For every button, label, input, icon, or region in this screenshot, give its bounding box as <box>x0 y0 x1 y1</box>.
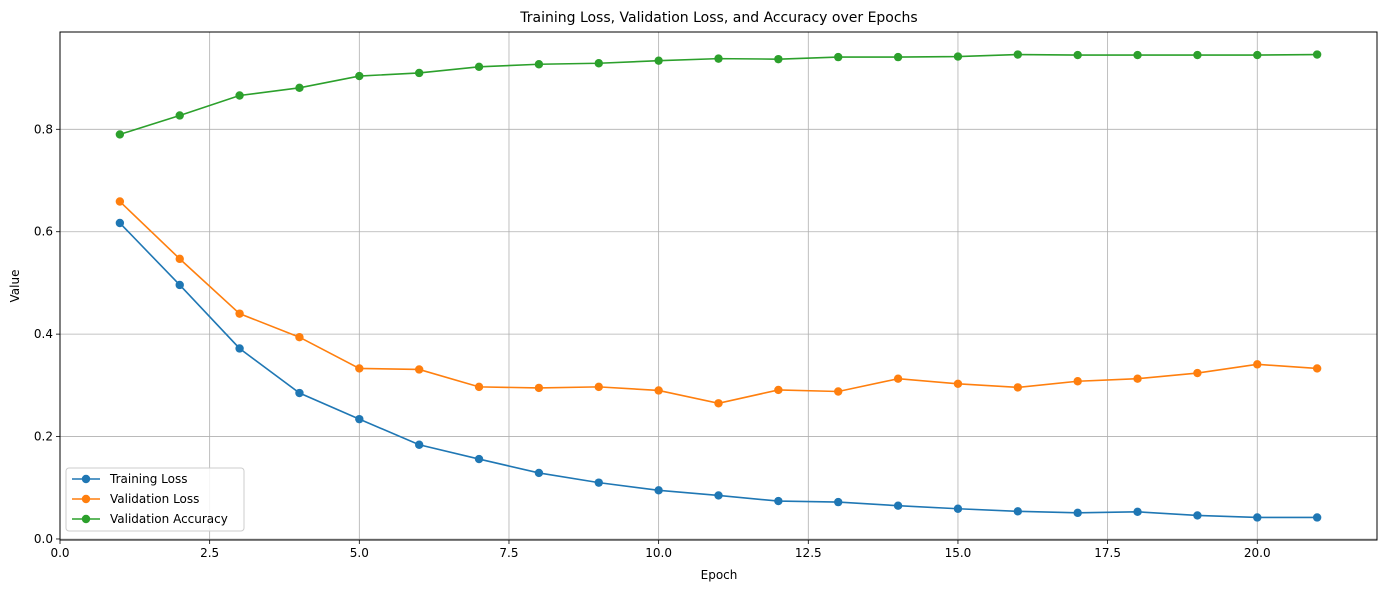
data-point-validation-accuracy <box>115 130 125 139</box>
data-point-validation-loss <box>474 382 484 392</box>
x-tick-label: 7.5 <box>499 546 518 560</box>
data-point-validation-loss <box>414 365 424 374</box>
data-point-validation-accuracy <box>1013 50 1023 59</box>
data-point-training-loss <box>834 497 843 507</box>
x-tick-label: 0.0 <box>50 546 69 560</box>
data-point-validation-loss <box>1193 368 1202 378</box>
data-point-validation-accuracy <box>1133 50 1142 60</box>
y-axis-label: Value <box>8 270 22 303</box>
legend-marker-validation-loss <box>81 494 91 504</box>
data-point-training-loss <box>1312 513 1322 522</box>
x-tick-label: 17.5 <box>1094 546 1121 560</box>
data-point-validation-loss <box>1073 377 1082 386</box>
series-line-training-loss <box>119 222 1318 519</box>
data-point-validation-loss <box>953 379 963 389</box>
data-point-training-loss <box>235 344 244 353</box>
y-tick-label: 0.4 <box>34 327 53 341</box>
data-point-validation-accuracy <box>1193 50 1202 60</box>
data-point-validation-accuracy <box>774 54 783 64</box>
legend-label-validation-loss: Validation Loss <box>110 492 199 506</box>
data-point-training-loss <box>654 486 663 495</box>
series-line-validation-accuracy <box>119 53 1318 136</box>
data-point-validation-accuracy <box>414 68 424 78</box>
data-point-training-loss <box>414 440 424 449</box>
data-point-training-loss <box>774 496 783 506</box>
data-point-validation-accuracy <box>654 56 663 65</box>
data-point-validation-accuracy <box>893 52 903 62</box>
chart-title: Training Loss, Validation Loss, and Accu… <box>519 10 917 26</box>
x-tick-label: 10.0 <box>645 546 672 560</box>
data-point-validation-loss <box>1133 374 1142 383</box>
legend-marker-training-loss <box>81 474 91 484</box>
data-point-training-loss <box>355 414 364 424</box>
legend-marker-validation-accuracy <box>81 514 91 524</box>
data-point-validation-accuracy <box>295 83 304 93</box>
data-point-training-loss <box>474 454 484 464</box>
legend-label-validation-accuracy: Validation Accuracy <box>110 512 228 526</box>
data-point-validation-accuracy <box>175 111 184 120</box>
x-tick-label: 5.0 <box>350 546 369 560</box>
data-point-training-loss <box>594 478 603 487</box>
data-point-validation-accuracy <box>834 52 843 62</box>
data-point-validation-loss <box>1013 383 1023 392</box>
legend-box <box>65 467 245 532</box>
series-training-loss <box>115 218 1322 522</box>
grid <box>59 32 1377 540</box>
data-point-training-loss <box>534 468 544 478</box>
data-point-training-loss <box>893 501 903 510</box>
data-point-validation-loss <box>534 383 544 393</box>
data-point-validation-accuracy <box>953 52 963 61</box>
ticks: 0.0 2.5 5.0 7.5 10.0 12.5 15.0 17.5 20.0 0.0 0.2 0.… <box>34 122 1271 560</box>
data-point-validation-accuracy <box>594 59 603 68</box>
data-point-validation-loss <box>714 399 723 408</box>
y-tick-label: 0.6 <box>34 225 53 239</box>
data-point-validation-loss <box>834 387 843 396</box>
data-point-validation-loss <box>654 386 663 395</box>
data-point-validation-accuracy <box>1312 50 1322 59</box>
x-axis-label: Epoch <box>701 568 738 582</box>
x-tick-label: 12.5 <box>795 546 822 560</box>
y-tick-label: 0.8 <box>34 122 53 136</box>
data-point-validation-accuracy <box>235 91 244 100</box>
data-point-validation-accuracy <box>1073 50 1082 60</box>
data-point-validation-loss <box>594 382 603 392</box>
data-point-validation-loss <box>1312 364 1322 373</box>
data-point-training-loss <box>1133 507 1142 517</box>
x-tick-label: 2.5 <box>200 546 219 560</box>
data-point-validation-loss <box>1253 360 1262 369</box>
data-point-validation-loss <box>235 309 244 318</box>
data-point-training-loss <box>1253 513 1262 522</box>
data-point-validation-loss <box>774 385 783 395</box>
x-tick-label: 15.0 <box>945 546 972 560</box>
legend: Training Loss Validation Loss Validation A… <box>65 467 245 532</box>
data-point-validation-accuracy <box>714 54 723 63</box>
data-point-training-loss <box>1073 508 1082 518</box>
data-point-validation-loss <box>893 374 903 383</box>
data-point-training-loss <box>295 388 304 398</box>
data-point-validation-loss <box>355 364 364 373</box>
data-point-validation-accuracy <box>474 62 484 72</box>
data-point-validation-accuracy <box>355 71 364 81</box>
data-point-validation-accuracy <box>534 60 544 69</box>
data-point-validation-loss <box>175 254 184 264</box>
series-validation-accuracy <box>115 50 1322 139</box>
series-validation-loss <box>115 197 1322 408</box>
series-layer <box>115 50 1322 522</box>
data-point-validation-loss <box>295 333 304 342</box>
data-point-training-loss <box>175 280 184 290</box>
legend-label-training-loss: Training Loss <box>109 472 187 486</box>
data-point-validation-accuracy <box>1253 50 1262 60</box>
data-point-training-loss <box>953 504 963 513</box>
x-tick-label: 20.0 <box>1244 546 1271 560</box>
data-point-training-loss <box>714 491 723 500</box>
data-point-training-loss <box>1193 511 1202 520</box>
data-point-validation-loss <box>115 197 125 206</box>
plot-area-frame <box>59 31 1378 541</box>
data-point-training-loss <box>1013 507 1023 516</box>
data-point-training-loss <box>115 218 125 228</box>
y-tick-label: 0.2 <box>34 430 53 444</box>
y-tick-label: 0.0 <box>34 532 53 546</box>
